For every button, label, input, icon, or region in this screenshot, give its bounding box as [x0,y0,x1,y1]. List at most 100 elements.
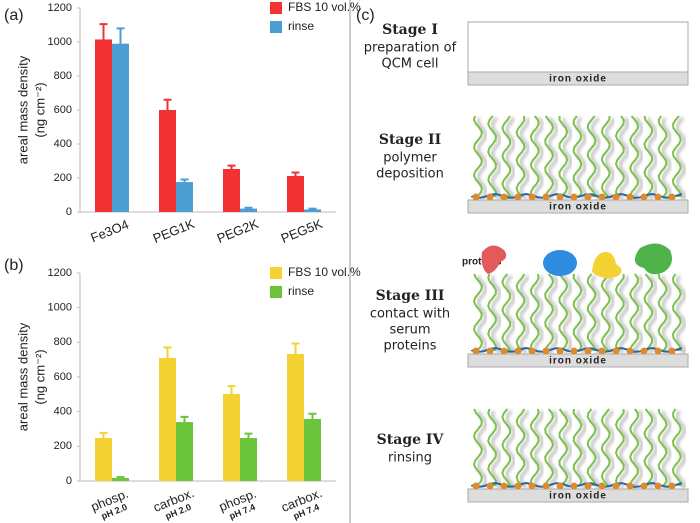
anchor-dot [626,347,634,355]
bar [223,168,240,212]
polymer-strand [558,115,569,197]
anchor-dot [472,347,480,355]
strand-shadow [661,275,673,354]
protein [634,243,672,275]
anchor-dot [570,482,578,490]
x-tick-group: phosp.pH 2.0 [89,486,131,521]
strand-shadow [476,275,488,353]
polymer-strand [643,273,654,351]
panel-label: (b) [4,257,24,274]
strand-shadow [604,117,616,200]
bar [159,110,176,212]
bar [223,393,240,481]
anchor-dot [626,482,634,490]
anchor-dot [486,193,494,201]
strand-shadow [576,117,587,200]
anchor-dot [668,193,676,201]
stage-title: Stage I [382,22,438,38]
substrate [467,71,689,86]
anchor-dot [528,347,536,355]
y-tick-label: 1200 [48,2,72,14]
error-bar [99,23,108,40]
error-bar [116,27,125,44]
strand-shadow [546,117,559,200]
strand-shadow [562,117,573,200]
anchor-dot [598,193,606,201]
strand-shadow [519,275,530,354]
strand-shadow [646,410,658,489]
legend-label: FBS 10 vol.% [288,265,361,279]
strand-shadow [490,117,502,200]
strand-shadow [661,410,673,489]
strand-shadow [576,275,587,354]
anchor-dot [514,193,522,201]
y-tick-label: 200 [54,440,72,452]
strand-shadow [504,117,517,200]
polymer-strand [586,273,598,351]
anchor-dot [500,482,508,490]
stage-title: Stage III [376,288,445,304]
polymer-strand [501,115,512,197]
polymer-strand [487,408,498,486]
x-tick-label: PEG5K [279,216,325,246]
bar [112,43,129,213]
x-tick-group: Fe3O4 [88,217,130,246]
anchor-dot [570,347,578,355]
polymer-strand [473,408,483,486]
stage-text: serum [389,323,430,338]
polymer-strand [657,273,668,351]
strand-shadow [618,117,630,200]
bar [112,478,129,481]
anchor-dot [654,193,662,201]
polymer-strand [600,273,611,351]
substrate [467,488,689,503]
y-tick-label: 200 [54,172,72,184]
polymer-strand [657,115,668,197]
anchor-dot [514,347,522,355]
strand-shadow [618,275,630,354]
anchor-dot [472,482,480,490]
anchor-dot [654,482,662,490]
polymer-strand [543,115,555,197]
anchor-dot [486,482,494,490]
anchor-dot [542,193,550,201]
polymer-strand [487,273,498,351]
error-bar [227,164,236,169]
strand-shadow [675,275,687,354]
anchor-dot [584,193,592,201]
legend-label: rinse [288,284,314,298]
anchor-dot [556,482,564,490]
error-bar [291,342,300,354]
panel-label: (a) [4,7,24,24]
polymer-strand [657,408,668,486]
anchor-dot [542,482,550,490]
anchor-dot [500,347,508,355]
bar [176,182,193,212]
polymer-strand [558,408,569,486]
polymer-strand [600,408,611,486]
strand-shadow [504,410,517,489]
legend-swatch [270,21,282,33]
anchor-dot [598,347,606,355]
strand-shadow [533,410,545,489]
x-tick-group: carbox.pH 7.4 [279,485,324,521]
anchor-dot [514,482,522,490]
strand-shadow [590,117,602,200]
polymer-strand [529,115,540,197]
y-axis-label: areal mass density [15,55,30,164]
protein [592,252,622,279]
bar [95,438,112,481]
x-tick-group: PEG5K [279,216,325,246]
strand-shadow [562,275,573,354]
polymer-strand [671,408,683,486]
strand-shadow [490,275,502,354]
anchor-dot [542,347,550,355]
strand-shadow [533,117,545,200]
strand-shadow [519,117,530,200]
anchor-dot [584,482,592,490]
bar [304,209,321,212]
y-tick-label: 0 [66,206,72,218]
x-tick-label: PEG2K [215,216,261,246]
polymer-strand [558,273,569,351]
